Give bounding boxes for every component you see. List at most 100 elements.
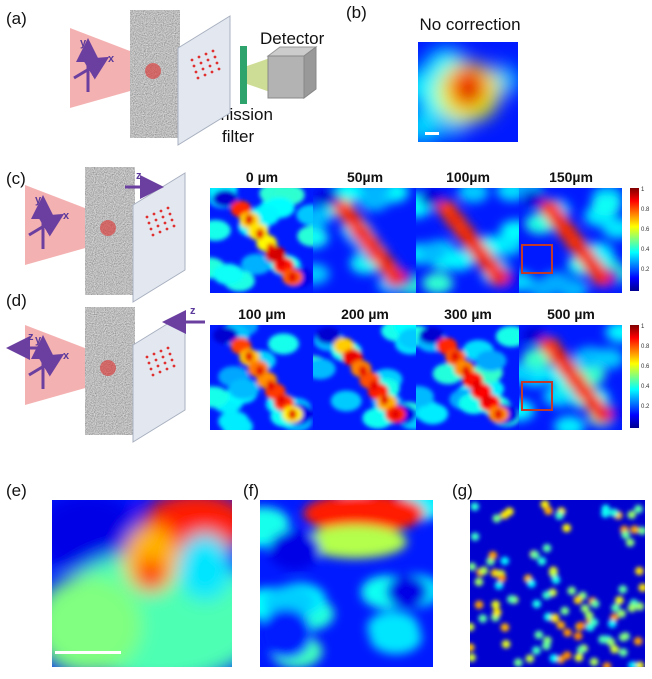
heat-blob [527,579,536,587]
heat-blob [466,643,475,651]
heat-blob [628,661,637,669]
heat-blob [501,623,510,631]
heatmap [298,180,427,294]
heatmap [466,500,648,671]
panel-title: No correction [419,15,520,34]
heat-blob [627,511,636,519]
colorbar-tick: 0.6 [641,364,650,370]
emission-cone [247,58,270,92]
heat-blob [380,395,388,406]
heatmap [504,322,637,437]
heat-blob [606,638,615,646]
heat-blob [615,596,624,604]
panel-label: (f) [243,481,259,500]
colorbar-tick: 0.2 [641,404,650,410]
speckle [150,368,153,371]
heat-blob [200,220,231,241]
heat-blob [505,507,514,515]
heat-blob [492,514,501,522]
heat-blob [451,214,459,225]
panel-label: (c) [6,169,26,188]
heat-blob [560,607,569,615]
z-label: z [190,305,196,317]
heat-blob [635,567,644,575]
heat-blob [473,380,481,391]
heat-blob [443,250,474,271]
heat-blob [543,544,552,552]
frame-label: 100 µm [238,306,286,322]
heat-blob [483,395,491,406]
heat-blob [466,623,475,631]
heat-blob [370,380,378,391]
heat-blob [359,366,367,377]
speckle [198,56,201,59]
heat-blob [550,654,559,662]
heat-blob [483,258,491,269]
detector-label: Detector [260,29,325,48]
heat-blob [467,653,476,661]
heat-blob [268,333,299,354]
colorbar [630,325,639,428]
speckle [202,68,205,71]
heat-blob [137,558,166,591]
heat-blob [532,600,541,608]
speckle [160,350,163,353]
heat-blob [565,229,573,240]
axis-label: x [108,53,115,65]
speckle [216,62,219,65]
heat-blob [586,258,594,269]
heat-blob [348,214,356,225]
panel-label: (g) [452,481,473,500]
heat-blob [542,591,551,599]
speckle [162,216,165,219]
speckle [193,65,196,68]
heatmap [401,180,531,294]
heat-blob [601,509,610,517]
heat-blob [597,272,605,283]
heat-blob [574,653,583,661]
heat-blob [602,218,633,239]
heat-blob [634,505,643,513]
colorbar-tick: 0.8 [641,344,650,350]
speckle [169,353,172,356]
heat-blob [585,611,594,619]
speckle [191,59,194,62]
speckle [155,359,158,362]
heat-blob [586,395,594,406]
heat-blob [563,651,572,659]
speckle [148,222,151,225]
speckle [167,207,170,210]
speckle [171,359,174,362]
scale-bar [55,651,121,654]
heat-blob [563,629,572,637]
speckle [207,59,210,62]
heat-blob [576,380,584,391]
speckle [146,356,149,359]
heatmap [195,315,313,437]
speckle [171,219,174,222]
speckle [212,50,215,53]
heat-blob [628,604,637,612]
heat-blob [468,562,477,570]
heat-blob [610,509,619,517]
speckle [152,234,155,237]
panel-label: (a) [6,9,27,28]
colorbar [630,188,639,291]
z-label: z [28,331,34,343]
heatmap [298,316,430,430]
speckle [173,225,176,228]
heat-blob [574,596,583,604]
heat-blob [626,538,635,546]
axis-label: y [35,194,42,206]
speckle [157,225,160,228]
heat-blob [267,243,275,254]
speckle [167,347,170,350]
speckle [214,56,217,59]
heat-blob [198,387,229,408]
heat-blob [277,258,285,269]
heat-blob [470,502,479,510]
speckle [153,213,156,216]
heat-blob [277,395,285,406]
heat-blob [256,229,264,240]
heat-blob [619,633,628,641]
